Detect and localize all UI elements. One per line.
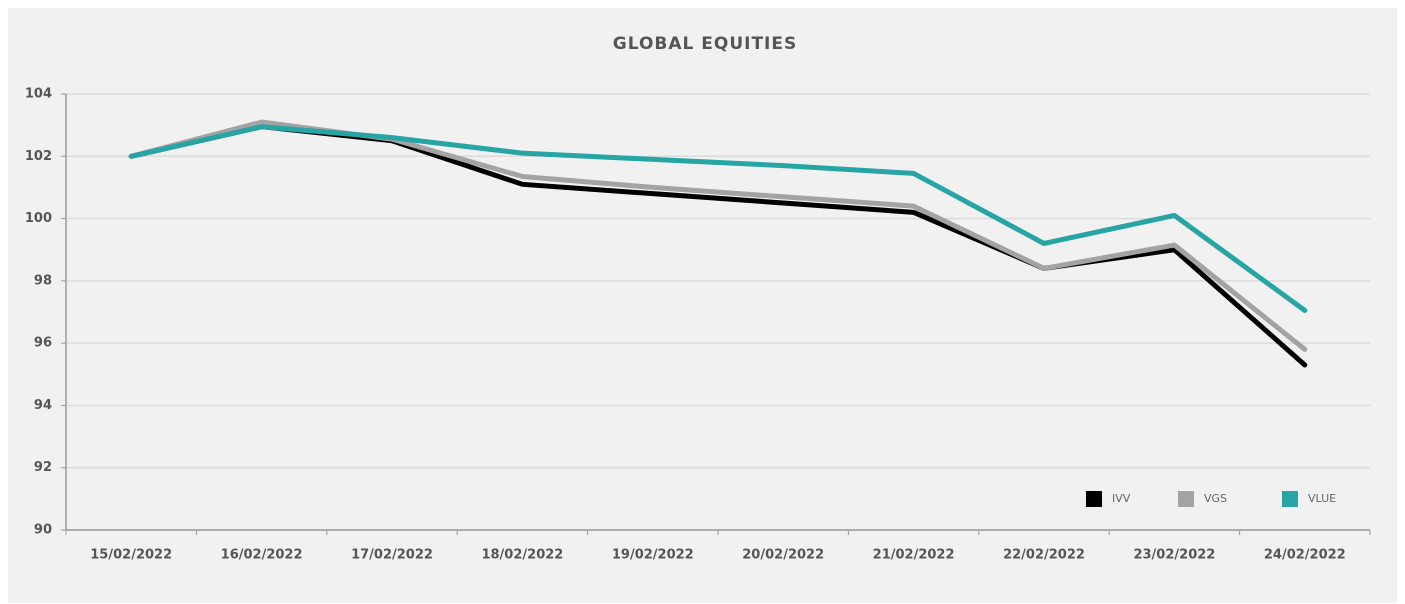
- x-tick-label: 16/02/2022: [221, 548, 303, 563]
- x-tick-label: 18/02/2022: [481, 548, 563, 563]
- chart-title: GLOBAL EQUITIES: [613, 34, 797, 54]
- y-tick-label: 94: [34, 398, 52, 413]
- legend-label: VLUE: [1308, 492, 1336, 505]
- x-tick-label: 19/02/2022: [612, 548, 694, 563]
- x-tick-label: 21/02/2022: [873, 548, 955, 563]
- x-tick-label: 23/02/2022: [1133, 548, 1215, 563]
- x-tick-label: 24/02/2022: [1264, 548, 1346, 563]
- y-tick-label: 104: [25, 87, 52, 102]
- legend-swatch: [1178, 491, 1194, 507]
- legend-label: IVV: [1112, 492, 1131, 505]
- series-line: [128, 124, 1308, 313]
- y-tick-label: 100: [25, 211, 52, 226]
- x-tick-label: 15/02/2022: [90, 548, 172, 563]
- legend-swatch: [1086, 491, 1102, 507]
- x-tick-label: 17/02/2022: [351, 548, 433, 563]
- legend-swatch: [1282, 491, 1298, 507]
- chart-background: [8, 8, 1397, 603]
- y-tick-label: 92: [34, 460, 52, 475]
- y-tick-label: 102: [25, 149, 52, 164]
- y-tick-label: 90: [34, 523, 52, 538]
- x-tick-label: 22/02/2022: [1003, 548, 1085, 563]
- legend-label: VGS: [1204, 492, 1227, 505]
- x-tick-label: 20/02/2022: [742, 548, 824, 563]
- y-tick-label: 96: [34, 336, 52, 351]
- y-tick-label: 98: [34, 273, 52, 288]
